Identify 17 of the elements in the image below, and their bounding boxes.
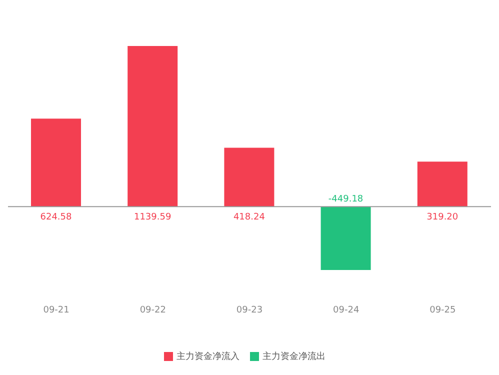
x-tick-label: 09-24 bbox=[333, 305, 360, 316]
bar bbox=[417, 162, 468, 207]
bar bbox=[128, 46, 178, 207]
data-label: 624.58 bbox=[40, 212, 72, 223]
x-tick-label: 09-23 bbox=[236, 305, 263, 316]
bar bbox=[320, 206, 371, 270]
data-label: 1139.59 bbox=[134, 212, 172, 223]
x-tick-label: 09-25 bbox=[430, 305, 456, 316]
bar bbox=[224, 148, 274, 207]
data-label: 418.24 bbox=[233, 212, 266, 223]
bar bbox=[31, 118, 81, 207]
x-tick-label: 09-22 bbox=[140, 305, 166, 316]
legend-label: 主力资金净流入 bbox=[176, 352, 240, 362]
x-tick-label: 09-21 bbox=[43, 305, 70, 316]
legend-label: 主力资金净流出 bbox=[262, 352, 326, 362]
data-label: 319.20 bbox=[426, 212, 458, 223]
data-label: -449.18 bbox=[328, 194, 364, 205]
